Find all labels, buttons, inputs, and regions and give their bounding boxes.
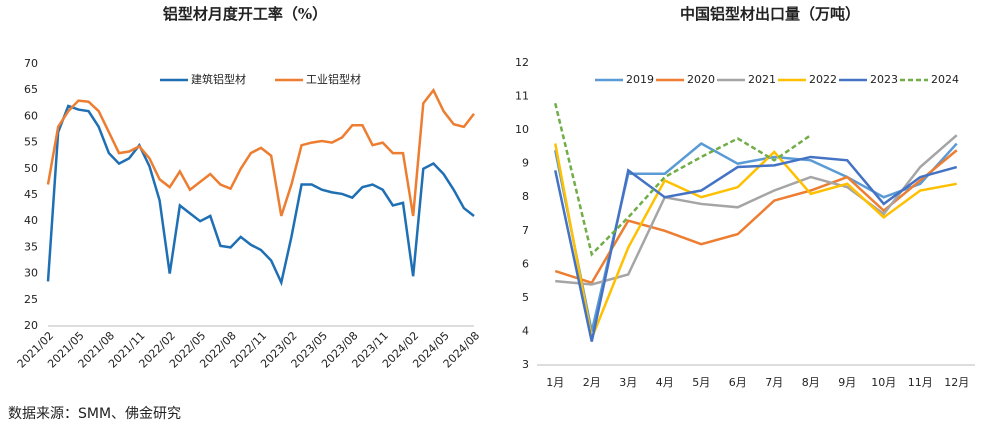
x-tick-label: 9月 [838, 376, 856, 389]
y-tick-label: 6 [522, 257, 529, 270]
legend-label: 2019 [626, 73, 654, 86]
series-line [555, 134, 958, 286]
x-tick-label: 7月 [765, 376, 783, 389]
y-tick-label: 10 [515, 123, 529, 136]
y-tick-label: 60 [24, 109, 38, 122]
x-tick-label: 2月 [583, 376, 601, 389]
series-line [46, 104, 475, 287]
y-tick-label: 11 [515, 90, 529, 103]
y-tick-label: 12 [515, 56, 529, 69]
y-tick-label: 5 [522, 291, 529, 304]
x-tick-label: 3月 [619, 376, 637, 389]
chart-title: 中国铝型材出口量（万吨） [680, 5, 860, 23]
x-tick-label: 10月 [871, 376, 896, 389]
x-tick-label: 6月 [729, 376, 747, 389]
x-tick-label: 5月 [692, 376, 710, 389]
y-tick-label: 7 [522, 224, 529, 237]
y-tick-label: 20 [24, 319, 38, 332]
source: 数据来源：SMM、佛金研究 [8, 406, 181, 422]
y-tick-label: 65 [24, 83, 38, 96]
y-tick-label: 70 [24, 57, 38, 70]
series-line [554, 143, 957, 343]
legend-label: 建筑铝型材 [191, 72, 246, 86]
legend-label: 工业铝型材 [306, 72, 361, 86]
y-tick-label: 4 [522, 324, 529, 337]
series-line [46, 87, 475, 217]
y-tick-label: 30 [24, 267, 38, 280]
y-tick-label: 35 [24, 240, 38, 253]
x-tick-label: 1月 [546, 376, 564, 389]
y-tick-label: 45 [24, 188, 38, 201]
y-tick-label: 55 [24, 136, 38, 149]
series-line [554, 155, 958, 342]
legend-label: 2024 [931, 73, 959, 86]
y-tick-label: 8 [522, 190, 529, 203]
series-line [554, 102, 812, 257]
series-line [554, 142, 958, 332]
legend-label: 2023 [870, 73, 898, 86]
y-tick-label: 3 [522, 358, 529, 371]
chart-title: 铝型材月度开工率（%） [163, 5, 327, 23]
legend-label: 2021 [748, 73, 776, 86]
x-tick-label: 12月 [944, 376, 969, 389]
y-tick-label: 50 [24, 162, 38, 175]
y-tick-label: 40 [24, 214, 38, 227]
legend-label: 2022 [809, 73, 837, 86]
x-tick-label: 11月 [908, 376, 933, 389]
x-tick-label: 4月 [656, 376, 674, 389]
legend-label: 2020 [687, 73, 715, 86]
x-tick-label: 8月 [802, 376, 820, 389]
y-tick-label: 25 [24, 293, 38, 306]
y-tick-label: 9 [522, 157, 529, 170]
